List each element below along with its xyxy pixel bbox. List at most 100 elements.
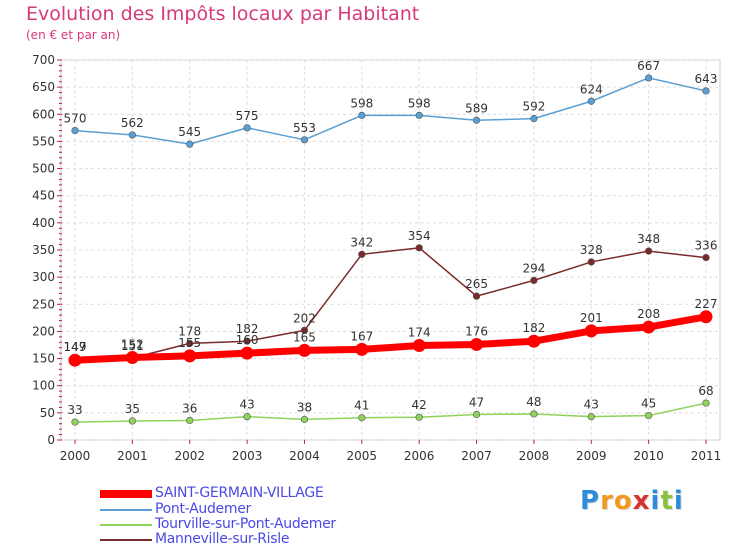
y-tick-label: 650 [32,80,55,94]
data-point [240,346,254,360]
series-line [74,247,707,360]
data-point [530,115,538,123]
data-label: 48 [526,395,541,409]
data-point [699,310,713,324]
data-label: 43 [239,398,254,412]
x-tick-label: 2007 [461,449,492,463]
data-label: 167 [350,329,373,343]
data-point [71,418,79,426]
series-line [74,77,707,145]
data-label: 598 [408,96,431,110]
data-point [243,124,251,132]
y-tick-label: 500 [32,162,55,176]
data-label: 38 [297,400,312,414]
series-manneville-sur-risle: 149 151 178 182 202 342 354 265 294 328 348 336 [64,229,718,363]
y-tick-label: 200 [32,324,55,338]
data-point [300,326,309,334]
data-point [186,339,194,347]
data-label: 545 [178,125,201,139]
data-point [645,74,653,82]
x-tick-label: 2000 [60,449,91,463]
data-label: 342 [350,235,373,249]
y-tick-label: 450 [32,189,55,203]
brand-logo: Proxiti [580,486,684,516]
data-point [702,399,710,407]
brand-logo-letter: t [660,486,674,516]
brand-logo-letter: o [613,486,633,516]
data-label: 33 [67,403,82,417]
data-label: 147 [64,340,87,354]
data-point [702,87,710,95]
data-label: 165 [293,330,316,344]
legend-swatch [100,524,152,526]
data-point [584,324,598,338]
data-label: 43 [584,398,599,412]
data-point [415,413,423,421]
brand-logo-letter: P [580,486,601,516]
y-tick-label: 250 [32,297,55,311]
data-point [300,415,309,423]
data-label: 201 [580,311,603,325]
data-label: 174 [408,326,431,340]
data-label: 592 [522,100,545,114]
y-tick-label: 300 [32,270,55,284]
data-label: 47 [469,395,484,409]
data-label: 178 [178,324,201,338]
data-point [530,410,538,418]
data-label: 42 [412,398,427,412]
data-label: 202 [293,311,316,325]
data-point [530,276,538,285]
data-label: 667 [637,59,660,73]
data-point [186,416,194,425]
data-point [527,334,541,348]
data-point [702,254,710,262]
chart-title: Evolution des Impôts locaux par Habitant [26,3,420,25]
x-tick-label: 2005 [347,449,378,463]
data-label: 208 [637,307,660,321]
legend-label: Manneville-sur-Risle [155,531,290,547]
data-point [412,339,426,353]
data-point [472,292,481,300]
data-label: 348 [637,232,660,246]
data-label: 598 [350,96,373,110]
legend-swatch [100,539,152,541]
data-label: 45 [641,397,656,411]
data-label: 328 [580,243,603,257]
brand-logo-letter: i [673,486,684,516]
data-label: 41 [354,399,369,413]
data-label: 182 [522,321,545,335]
data-label: 294 [522,261,545,275]
brand-logo-letter: x [632,486,651,516]
data-point [472,410,481,419]
data-label: 149 [64,340,87,354]
data-label: 354 [408,229,431,243]
data-point [642,320,656,334]
brand-logo-letter: r [600,486,614,516]
data-point [125,350,139,364]
series-line [74,402,707,423]
x-tick-label: 2003 [232,449,263,463]
data-point [243,413,251,421]
data-point [645,247,653,255]
data-point [470,337,484,351]
y-tick-label: 150 [32,352,55,366]
data-label: 553 [293,121,316,135]
data-label: 336 [695,239,718,253]
x-tick-label: 2009 [576,449,607,463]
brand-logo-letter: i [650,486,661,516]
data-label: 151 [121,339,144,353]
legend-swatch [100,490,152,498]
data-point [587,413,595,421]
chart-subtitle: (en € et par an) [26,28,121,42]
y-tick-label: 350 [32,243,55,257]
data-label: 227 [695,297,718,311]
legend-label: Pont-Audemer [155,501,251,517]
series-tourville-sur-pont-audemer: 33 35 36 43 38 41 42 47 48 43 45 68 [67,384,714,426]
legend-label: SAINT-GERMAIN-VILLAGE [155,485,324,501]
data-label: 265 [465,277,488,291]
data-label: 589 [465,101,488,115]
data-point [183,349,197,363]
data-label: 624 [580,82,603,96]
x-tick-label: 2008 [519,449,550,463]
